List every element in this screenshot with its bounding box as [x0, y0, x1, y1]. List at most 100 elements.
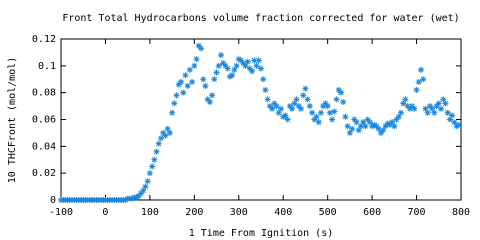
- point: [358, 123, 364, 130]
- point: [340, 99, 347, 106]
- y-tick-label: 0.04: [32, 141, 56, 152]
- point: [306, 103, 313, 110]
- point: [293, 96, 300, 103]
- y-tick-label: 0.06: [32, 115, 56, 126]
- point: [309, 109, 316, 116]
- point: [380, 127, 387, 134]
- point: [440, 96, 447, 103]
- point: [151, 156, 158, 163]
- point: [220, 60, 227, 67]
- point: [251, 57, 258, 64]
- point: [422, 105, 429, 112]
- point: [302, 85, 309, 92]
- point: [193, 56, 200, 63]
- x-tick-label: -100: [49, 207, 73, 218]
- point: [184, 82, 191, 89]
- point: [231, 66, 238, 73]
- point: [249, 68, 256, 75]
- point: [198, 45, 204, 52]
- point: [169, 109, 176, 116]
- x-tick-label: 500: [319, 207, 337, 218]
- point: [389, 119, 396, 126]
- point: [209, 92, 216, 99]
- point: [202, 82, 209, 89]
- point: [258, 65, 264, 72]
- point: [122, 197, 129, 203]
- point: [282, 112, 289, 119]
- point: [244, 58, 251, 65]
- point: [313, 113, 320, 120]
- point: [253, 62, 260, 69]
- point: [142, 183, 149, 190]
- point: [426, 103, 433, 110]
- point: [191, 62, 198, 69]
- point: [329, 116, 336, 123]
- point: [400, 100, 407, 107]
- point: [233, 62, 240, 69]
- point: [273, 103, 280, 110]
- point: [164, 125, 171, 132]
- point: [264, 96, 271, 103]
- point: [371, 121, 378, 128]
- point: [355, 127, 362, 134]
- point: [369, 123, 376, 130]
- point: [149, 163, 156, 170]
- point: [411, 105, 418, 112]
- point: [300, 92, 307, 99]
- point: [449, 112, 456, 119]
- point: [420, 76, 427, 83]
- point: [173, 92, 180, 99]
- point: [320, 103, 327, 110]
- point: [158, 135, 164, 142]
- point: [133, 194, 140, 201]
- x-tick-label: 300: [230, 207, 248, 218]
- point: [409, 103, 416, 110]
- point: [182, 72, 189, 79]
- point: [238, 57, 244, 64]
- point: [278, 105, 284, 112]
- point: [215, 62, 222, 69]
- point: [453, 123, 460, 130]
- point: [226, 73, 233, 80]
- point: [442, 100, 449, 107]
- x-tick-label: 400: [274, 207, 292, 218]
- point: [269, 105, 276, 112]
- point: [206, 99, 213, 106]
- point: [435, 100, 442, 107]
- point: [160, 129, 167, 136]
- point: [384, 120, 391, 127]
- point: [342, 113, 349, 120]
- point: [162, 132, 169, 139]
- y-tick-label: 0.08: [32, 88, 56, 99]
- point: [242, 62, 249, 69]
- point: [315, 119, 322, 126]
- x-tick-label: 200: [185, 207, 203, 218]
- point: [135, 192, 142, 199]
- point: [240, 60, 247, 67]
- point: [349, 125, 356, 132]
- x-axis-label: 1 Time From Ignition (s): [189, 228, 334, 239]
- x-tick-label: 100: [141, 207, 159, 218]
- point: [229, 72, 236, 79]
- point: [262, 86, 269, 93]
- point: [200, 76, 207, 83]
- point: [218, 52, 224, 59]
- chart-title: Front Total Hydrocarbons volume fraction…: [62, 13, 459, 24]
- y-axis-label: 10 THCFront (mol/mol): [7, 57, 18, 183]
- point: [402, 96, 409, 103]
- point: [375, 125, 382, 132]
- y-tick-label: 0.12: [32, 34, 56, 45]
- point: [129, 195, 136, 202]
- point: [429, 105, 436, 112]
- point: [346, 129, 353, 136]
- point: [138, 190, 144, 197]
- point: [353, 119, 360, 126]
- point: [360, 119, 367, 126]
- point: [333, 96, 340, 103]
- point: [393, 116, 400, 123]
- point: [275, 109, 282, 116]
- point: [404, 103, 411, 110]
- point: [373, 123, 380, 130]
- point: [140, 187, 147, 194]
